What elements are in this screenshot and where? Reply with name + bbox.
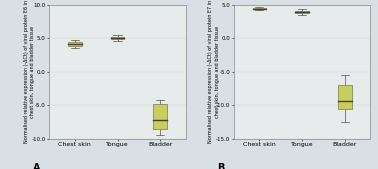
Y-axis label: Normalised relative expression (-ΔCt) of viral protein E7 in
chest skin, tongue : Normalised relative expression (-ΔCt) of… — [208, 0, 220, 143]
Text: B: B — [217, 163, 225, 169]
Bar — [295, 11, 309, 13]
Text: A: A — [33, 163, 40, 169]
Bar — [111, 37, 124, 39]
Bar — [153, 104, 167, 129]
Bar — [253, 8, 266, 9]
Bar — [338, 85, 352, 108]
Y-axis label: Normalised relative expression (-ΔCt) of viral protein E6 in
chest skin, tongue : Normalised relative expression (-ΔCt) of… — [24, 0, 35, 143]
Bar — [68, 42, 82, 46]
